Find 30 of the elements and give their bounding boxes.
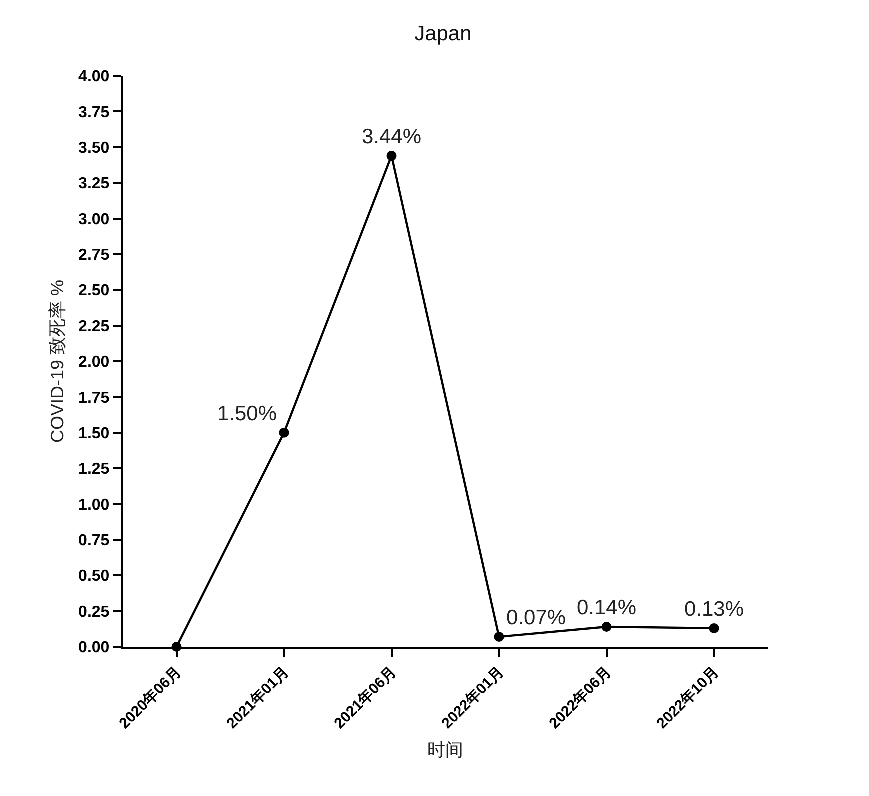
y-tick-label: 1.50 bbox=[78, 425, 110, 442]
y-tick-label: 1.00 bbox=[78, 496, 110, 514]
y-tick-label: 2.25 bbox=[78, 318, 110, 336]
y-tick-label: 1.25 bbox=[78, 461, 110, 478]
data-label: 3.44% bbox=[362, 125, 422, 148]
y-tick-label: 4.00 bbox=[78, 68, 110, 86]
y-tick-label: 3.25 bbox=[78, 176, 110, 193]
y-tick-label: 2.00 bbox=[78, 354, 110, 372]
chart-title: Japan bbox=[414, 22, 472, 46]
y-axis-title: COVID-19 致死率 % bbox=[47, 280, 68, 444]
y-tick-label: 2.75 bbox=[78, 247, 110, 264]
point bbox=[602, 622, 612, 632]
point bbox=[386, 150, 397, 161]
x-axis-title: 时间 bbox=[428, 740, 464, 760]
y-tick-label: 0.75 bbox=[78, 532, 110, 550]
y-tick-label: 0.50 bbox=[78, 568, 110, 586]
data-label: 1.50% bbox=[217, 402, 277, 426]
point bbox=[494, 632, 504, 642]
y-tick-label: 0.25 bbox=[78, 604, 110, 621]
point bbox=[709, 623, 720, 634]
y-tick-label: 2.50 bbox=[78, 282, 110, 300]
data-label: 0.13% bbox=[684, 598, 744, 621]
y-tick-label: 1.75 bbox=[78, 390, 110, 407]
y-tick-label: 3.00 bbox=[78, 211, 110, 228]
data-label: 0.14% bbox=[576, 596, 637, 620]
point bbox=[279, 428, 290, 438]
y-tick-label: 3.50 bbox=[78, 140, 110, 157]
data-label: 0.07% bbox=[506, 606, 566, 630]
y-tick-label: 0.00 bbox=[78, 640, 110, 657]
y-tick-label: 3.75 bbox=[78, 104, 110, 122]
